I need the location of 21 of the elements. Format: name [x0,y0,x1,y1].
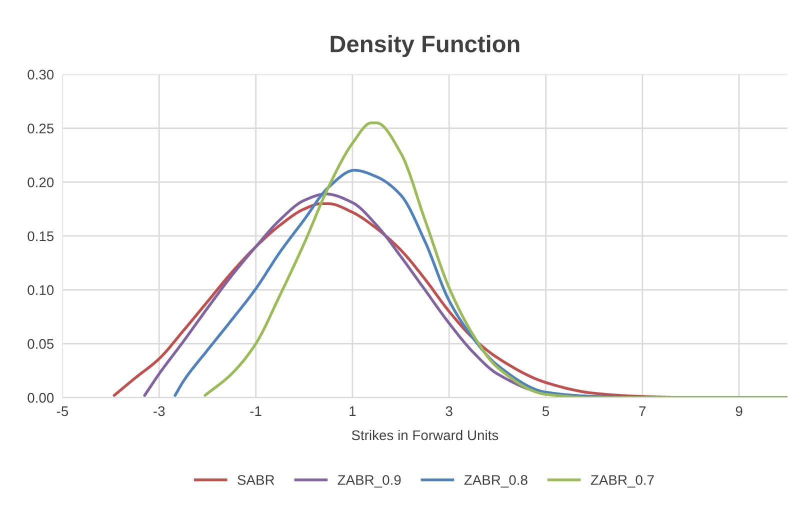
y-tick-label: 0.00 [28,392,54,403]
y-tick-label: 0.25 [28,124,54,134]
x-tick-label: 9 [736,406,742,416]
y-tick-label: 0.05 [28,339,54,349]
x-tick-label: -5 [56,406,68,416]
x-axis-title: Strikes in Forward Units [352,430,498,440]
chart-title: Density Function [330,35,520,58]
legend-label: ZABR_0.8 [464,475,528,488]
x-tick-label: -3 [154,406,165,416]
legend-label: ZABR_0.7 [590,475,654,488]
y-tick-label: 0.30 [28,70,54,80]
y-tick-label: 0.20 [28,177,54,188]
x-tick-label: 1 [350,406,356,416]
y-tick-label: 0.15 [28,231,54,242]
x-tick-label: 3 [446,406,452,416]
y-tick-label: 0.10 [28,285,54,296]
legend-label: SABR [238,475,274,485]
x-tick-label: 5 [542,406,550,416]
x-tick-label: -1 [250,406,262,416]
x-tick-label: 7 [639,406,646,416]
legend-label: ZABR_0.9 [338,475,401,488]
